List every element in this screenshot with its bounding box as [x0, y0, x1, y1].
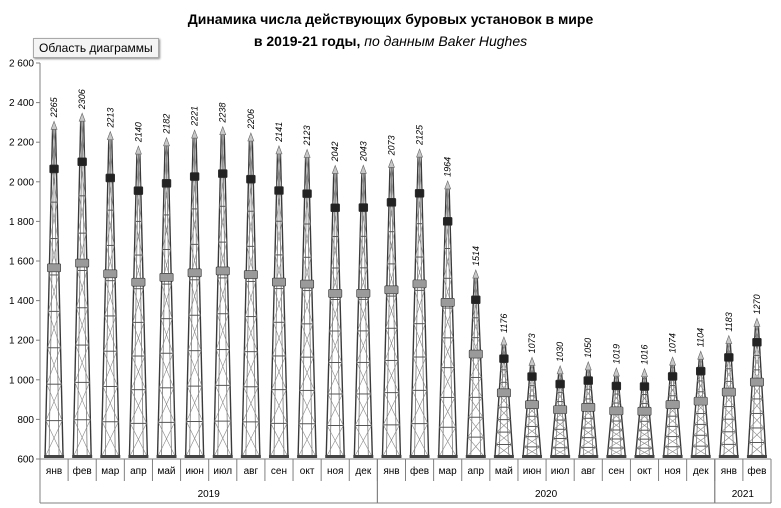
- data-label: 1073: [527, 333, 537, 353]
- bar-rig: [100, 130, 121, 458]
- y-tick-label: 1 400: [9, 296, 34, 307]
- x-tick-label: дек: [693, 466, 709, 477]
- bar-rig: [746, 317, 767, 458]
- x-tick-label: авг: [581, 466, 596, 477]
- x-tick-label: мар: [439, 466, 457, 477]
- y-tick-label: 800: [17, 415, 34, 426]
- data-label: 2182: [162, 114, 172, 135]
- x-tick-label: авг: [244, 466, 259, 477]
- x-tick-label: окт: [637, 466, 652, 477]
- bar-rig: [297, 148, 318, 458]
- bar-rig: [212, 125, 233, 458]
- x-tick-label: июн: [523, 466, 542, 477]
- bar-rig: [409, 148, 430, 458]
- y-tick-label: 2 000: [9, 177, 34, 188]
- data-label: 2125: [415, 124, 425, 146]
- data-label: 2123: [302, 125, 312, 146]
- bar-rig: [72, 112, 93, 458]
- x-tick-label: июл: [213, 466, 232, 477]
- bar-rig: [662, 356, 683, 458]
- y-tick-label: 600: [17, 455, 34, 466]
- y-tick-label: 2 400: [9, 98, 34, 109]
- x-tick-label: янв: [46, 466, 62, 477]
- bar-rig: [325, 164, 346, 458]
- bar-rig: [268, 145, 289, 458]
- y-tick-label: 2 200: [9, 138, 34, 149]
- y-tick-label: 1 200: [9, 336, 34, 347]
- chart-title-line1: Динамика числа действующих буровых устан…: [187, 11, 594, 27]
- y-tick-label: 2 600: [9, 59, 34, 70]
- bar-rig: [550, 365, 571, 458]
- x-tick-label: янв: [721, 466, 737, 477]
- data-label: 1050: [583, 338, 593, 358]
- chart-title-line2: в 2019-21 годы, по данным Baker Hughes: [0, 30, 781, 52]
- data-label: 2043: [358, 141, 368, 162]
- bar-rig: [493, 336, 514, 458]
- y-tick-label: 1 800: [9, 217, 34, 228]
- data-label: 2042: [330, 141, 340, 162]
- data-label: 1016: [639, 345, 649, 365]
- x-tick-label: фев: [747, 465, 766, 477]
- y-tick-label: 1 000: [9, 375, 34, 386]
- data-label: 2238: [218, 103, 228, 124]
- bar-rig: [718, 334, 739, 458]
- year-label: 2019: [198, 489, 221, 500]
- x-tick-label: окт: [300, 466, 315, 477]
- data-label: 1176: [499, 314, 509, 333]
- x-tick-label: мар: [101, 466, 119, 477]
- data-label: 1964: [443, 157, 453, 177]
- data-label: 1019: [611, 344, 621, 364]
- bar-rig: [381, 158, 402, 458]
- bar-rig: [156, 136, 177, 458]
- x-tick-label: сен: [608, 466, 624, 477]
- bar-rig: [184, 129, 205, 458]
- x-tick-label: апр: [468, 466, 485, 477]
- data-label: 2140: [133, 122, 143, 143]
- x-tick-label: июл: [551, 466, 570, 477]
- bar-rig: [465, 269, 486, 458]
- x-tick-label: май: [158, 466, 176, 477]
- x-tick-label: дек: [355, 466, 371, 477]
- data-label: 1104: [696, 328, 706, 347]
- x-tick-label: фев: [73, 465, 92, 477]
- data-label: 2213: [105, 108, 115, 129]
- x-tick-label: июн: [185, 466, 204, 477]
- bar-rig: [606, 367, 627, 458]
- y-tick-label: 1 600: [9, 257, 34, 268]
- bar-rig: [240, 132, 261, 458]
- chart-title-source: по данным Baker Hughes: [364, 33, 528, 49]
- year-label: 2021: [732, 489, 755, 500]
- x-tick-label: ноя: [664, 466, 681, 477]
- bar-rig: [353, 164, 374, 458]
- chart-title: Динамика числа действующих буровых устан…: [0, 8, 781, 52]
- chart-title-main: в 2019-21 годы,: [253, 33, 361, 49]
- data-label: 2141: [274, 122, 284, 143]
- data-label: 2306: [77, 89, 87, 110]
- x-tick-label: ноя: [327, 466, 344, 477]
- data-label: 1074: [668, 333, 678, 353]
- bar-rig: [634, 367, 655, 458]
- data-label: 1183: [724, 312, 734, 331]
- x-tick-label: сен: [271, 466, 287, 477]
- bar-rig: [44, 120, 65, 458]
- bar-rig: [522, 356, 543, 458]
- bar-rig: [578, 361, 599, 458]
- data-label: 1270: [752, 294, 762, 314]
- data-label: 2221: [190, 106, 200, 127]
- chart-area-tooltip: Область диаграммы: [33, 38, 159, 58]
- data-label: 1030: [555, 342, 565, 362]
- year-label: 2020: [535, 489, 558, 500]
- bar-rig: [437, 180, 458, 458]
- x-tick-label: фев: [410, 465, 429, 477]
- data-label: 2265: [49, 96, 59, 118]
- x-tick-label: янв: [383, 466, 399, 477]
- data-label: 2206: [246, 109, 256, 130]
- data-label: 2073: [386, 135, 396, 156]
- data-label: 1514: [471, 246, 481, 266]
- x-tick-label: апр: [130, 466, 147, 477]
- x-tick-label: май: [495, 466, 513, 477]
- bar-rig: [128, 145, 149, 458]
- bar-rig: [690, 350, 711, 458]
